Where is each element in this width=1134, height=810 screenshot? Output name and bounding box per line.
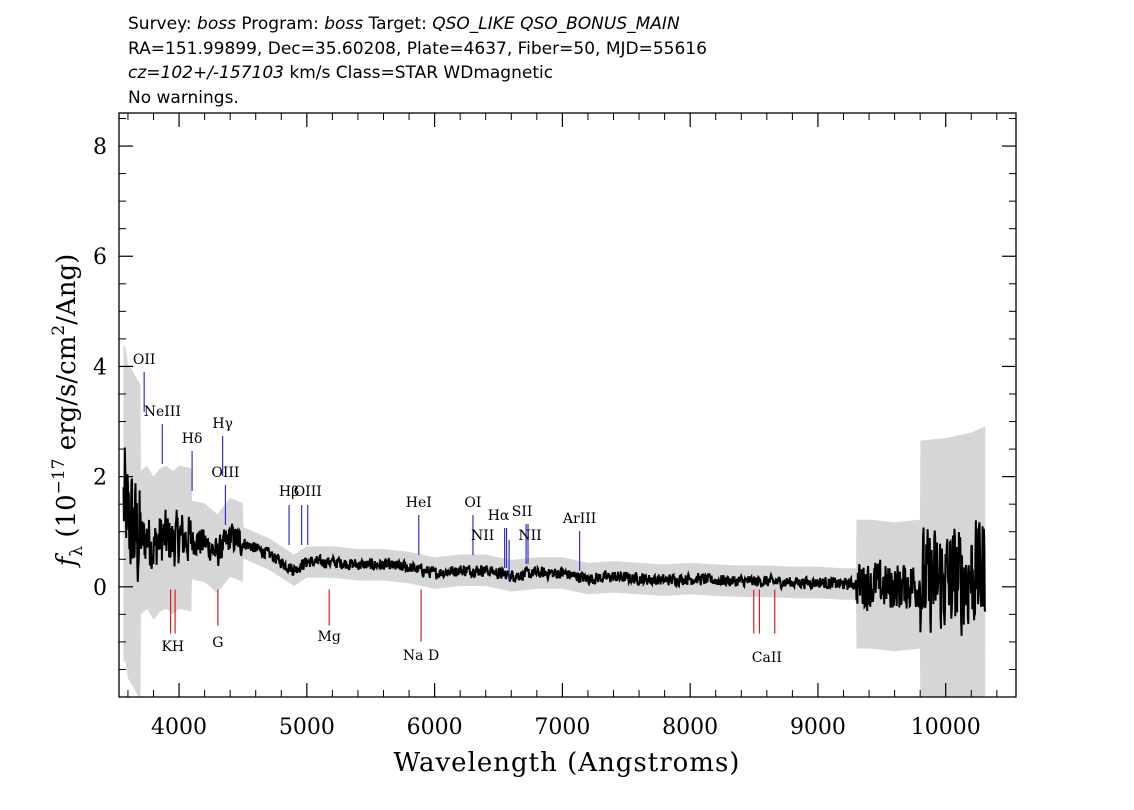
emission-line-label: Hβ: [279, 484, 299, 500]
emission-line-label: NII: [471, 528, 494, 544]
emission-line-label: Hδ: [182, 431, 203, 447]
x-axis-label: Wavelength (Angstroms): [394, 748, 741, 778]
y-axis-label: fλ (10−17 erg/s/cm2/Ang): [49, 254, 87, 569]
y-tick-label: 8: [93, 135, 107, 160]
emission-line-label: OIII: [294, 484, 322, 500]
emission-line-label: OII: [133, 352, 156, 368]
emission-line-label: ArIII: [562, 511, 596, 527]
absorption-line-label: Na D: [403, 648, 439, 664]
x-tick-label: 5000: [279, 715, 335, 740]
emission-line-label: Hγ: [212, 416, 233, 432]
header-line-1: Survey: boss Program: boss Target: QSO_L…: [128, 12, 707, 37]
y-tick-label: 0: [93, 576, 107, 601]
emission-line-label: OI: [464, 495, 481, 511]
x-tick-label: 6000: [407, 715, 463, 740]
x-tick-label: 7000: [534, 715, 590, 740]
spectrum-series: [122, 447, 987, 636]
absorption-line-label: G: [212, 635, 223, 651]
class-text: km/s Class=STAR WDmagnetic: [283, 63, 554, 83]
error-band: [123, 346, 986, 697]
x-tick-label: 8000: [662, 715, 718, 740]
emission-line-label: HeI: [406, 495, 432, 511]
survey-label: Survey:: [128, 14, 198, 34]
target-value: QSO_LIKE QSO_BONUS_MAIN: [432, 14, 680, 34]
x-tick-label: 9000: [790, 715, 846, 740]
plot-frame: [118, 112, 1017, 698]
emission-line-label: NII: [518, 528, 541, 544]
program-value: boss: [324, 14, 364, 34]
axis-ticks: 4000 5000 6000 7000 8000 9000 10000 0 2 4 6 8: [93, 113, 1016, 740]
emission-line-label: NeIII: [144, 404, 181, 420]
survey-value: boss: [197, 14, 236, 34]
header-line-2: RA=151.99899, Dec=35.60208, Plate=4637, …: [128, 38, 707, 59]
target-label: Target:: [363, 14, 433, 34]
x-tick-label: 4000: [151, 715, 207, 740]
spectrum-header: Survey: boss Program: boss Target: QSO_L…: [128, 12, 707, 110]
spectrum-line: [122, 447, 987, 636]
y-tick-label: 4: [93, 355, 107, 380]
emission-line-label: SII: [512, 504, 533, 520]
emission-line-label: Hα: [488, 508, 510, 524]
header-line-4: No warnings.: [128, 87, 239, 108]
program-label: Program:: [235, 14, 325, 34]
redshift-value: cz=102+/-157103: [128, 63, 284, 83]
error-envelope: [123, 346, 986, 697]
header-line-3: cz=102+/-157103 km/s Class=STAR WDmagnet…: [128, 61, 707, 86]
x-tick-label: 10000: [911, 715, 981, 740]
y-tick-label: 6: [93, 245, 107, 270]
absorption-line-label: Mg: [318, 629, 341, 645]
y-tick-label: 2: [93, 466, 107, 491]
absorption-line-label: CaII: [752, 650, 782, 666]
emission-line-label: OIII: [211, 465, 239, 481]
absorption-line-label: KH: [161, 639, 184, 655]
